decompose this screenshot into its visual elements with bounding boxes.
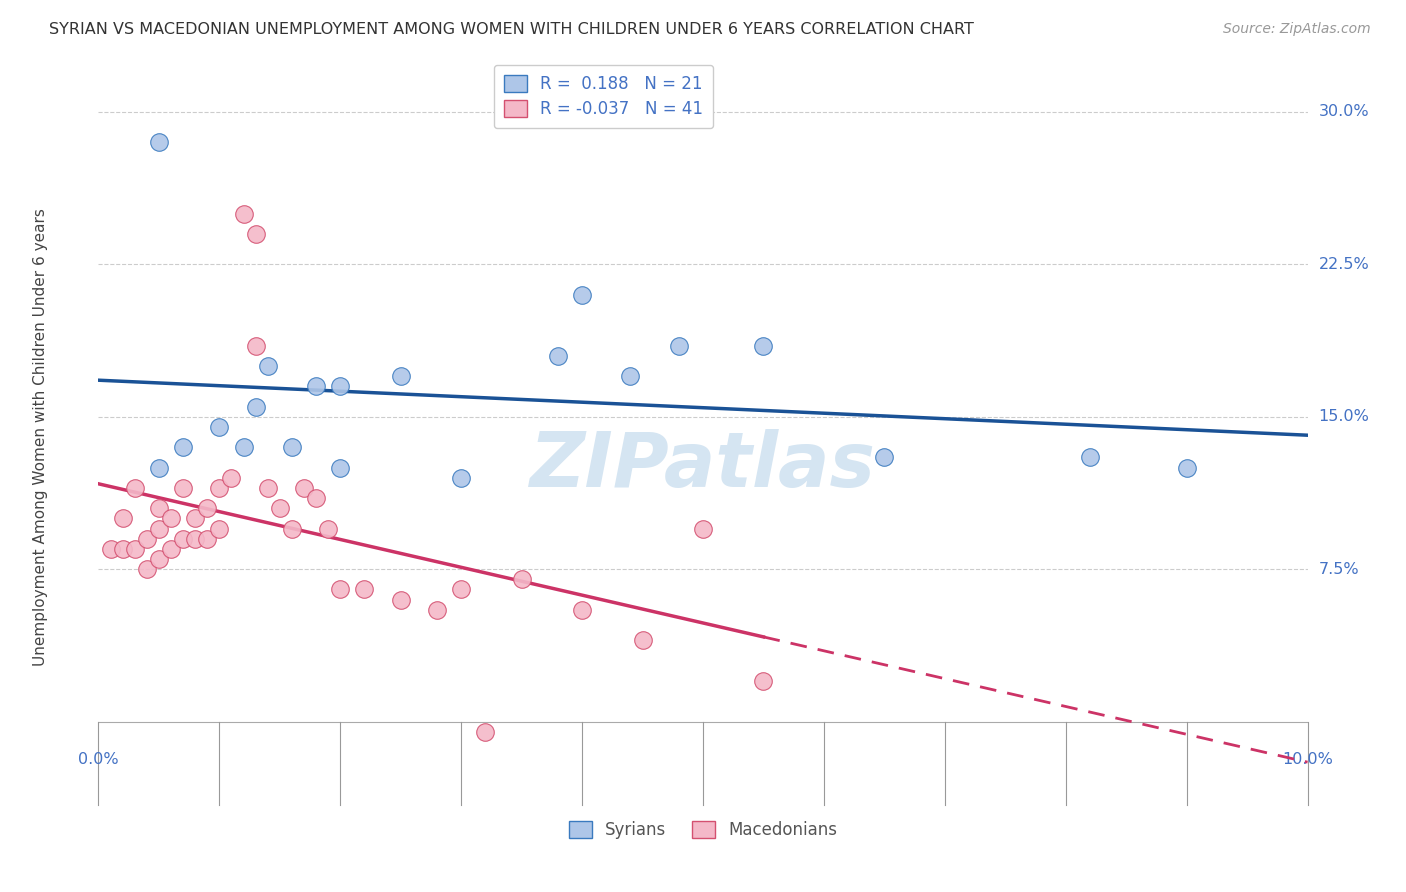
Text: 30.0%: 30.0% [1319,104,1369,120]
Text: 0.0%: 0.0% [79,752,118,767]
Point [329,379,352,393]
Point [184,511,207,525]
Point [148,501,170,516]
Point [619,369,641,384]
Point [111,541,134,556]
Point [426,603,449,617]
Point [752,673,775,688]
Point [631,633,654,648]
Point [195,532,218,546]
Point [221,471,243,485]
Point [474,724,496,739]
Point [256,481,278,495]
Point [281,440,304,454]
Text: 10.0%: 10.0% [1282,752,1333,767]
Point [305,379,328,393]
Point [752,339,775,353]
Point [571,603,593,617]
Point [510,572,533,586]
Point [389,592,412,607]
Point [329,582,352,597]
Point [100,541,122,556]
Point [148,552,170,566]
Point [148,521,170,535]
Point [232,206,254,220]
Point [160,541,183,556]
Point [873,450,896,465]
Point [148,460,170,475]
Point [208,481,231,495]
Point [571,288,593,302]
Point [256,359,278,373]
Point [1175,460,1198,475]
Point [245,339,267,353]
Point [111,511,134,525]
Point [292,481,315,495]
Point [316,521,339,535]
Point [208,521,231,535]
Point [668,339,690,353]
Point [208,420,231,434]
Point [124,481,146,495]
Point [389,369,412,384]
Point [172,481,194,495]
Text: 22.5%: 22.5% [1319,257,1369,272]
Point [692,521,714,535]
Point [148,136,170,150]
Text: 15.0%: 15.0% [1319,409,1369,425]
Point [245,227,267,241]
Text: Source: ZipAtlas.com: Source: ZipAtlas.com [1223,22,1371,37]
Point [135,532,157,546]
Point [172,440,194,454]
Point [450,582,472,597]
Point [245,400,267,414]
Point [281,521,304,535]
Point [135,562,157,576]
Point [1078,450,1101,465]
Text: Unemployment Among Women with Children Under 6 years: Unemployment Among Women with Children U… [32,208,48,666]
Point [124,541,146,556]
Point [195,501,218,516]
Text: ZIPatlas: ZIPatlas [530,429,876,503]
Point [450,471,472,485]
Point [172,532,194,546]
Point [547,349,569,363]
Point [329,460,352,475]
Point [305,491,328,505]
Point [269,501,291,516]
Point [160,511,183,525]
Point [184,532,207,546]
Point [353,582,375,597]
Text: 7.5%: 7.5% [1319,562,1360,576]
Legend: Syrians, Macedonians: Syrians, Macedonians [562,814,844,846]
Text: SYRIAN VS MACEDONIAN UNEMPLOYMENT AMONG WOMEN WITH CHILDREN UNDER 6 YEARS CORREL: SYRIAN VS MACEDONIAN UNEMPLOYMENT AMONG … [49,22,974,37]
Point [232,440,254,454]
